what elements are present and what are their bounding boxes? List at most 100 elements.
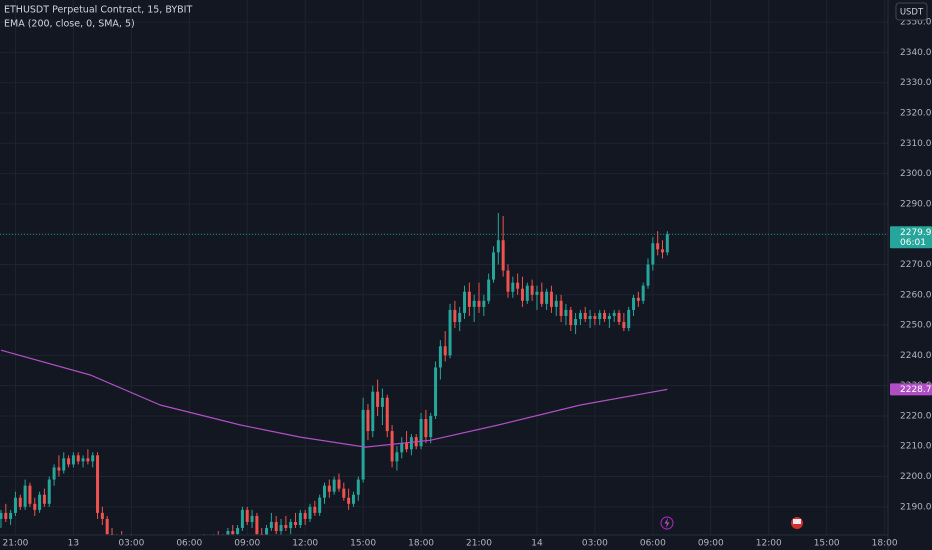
ema-label: 2228.76 (900, 385, 932, 395)
y-tick-label: 2220.00 (900, 411, 932, 421)
candle-body (593, 315, 597, 320)
candle-body (332, 479, 336, 492)
candle-body (245, 509, 249, 522)
candle-body (661, 249, 664, 253)
candle-body (540, 291, 544, 304)
candle-body (516, 282, 520, 289)
candle-body (303, 512, 307, 519)
candle-body (617, 312, 621, 323)
candle-body (269, 521, 273, 529)
currency-label[interactable]: USDT (900, 8, 924, 18)
y-tick-label: 2270.00 (900, 260, 932, 270)
candle-body (100, 512, 104, 519)
candle-body (569, 309, 573, 326)
candle-body (284, 525, 288, 529)
candle-body (294, 521, 298, 526)
candle-body (91, 455, 95, 462)
candle-body (554, 300, 558, 307)
indicator-legend: EMA (200, close, 0, SMA, 5) (4, 19, 135, 30)
candle-body (656, 243, 660, 250)
countdown-label: 06:01 (900, 238, 926, 248)
y-tick-label: 2340.00 (900, 48, 932, 58)
candle-body (448, 309, 452, 356)
candle-body (395, 452, 399, 462)
candle-body (458, 312, 462, 323)
y-tick-label: 2200.00 (900, 472, 932, 482)
x-tick-label: 15:00 (814, 539, 840, 549)
last-price-label: 2279.97 (900, 228, 932, 238)
candle-body (598, 312, 602, 320)
candle-body (491, 252, 495, 280)
candle-body (453, 309, 457, 323)
candle-body (612, 312, 616, 316)
y-tick-label: 2210.00 (900, 442, 932, 452)
candle-body (347, 497, 351, 504)
candle-body (298, 512, 302, 526)
event-icon[interactable] (660, 516, 674, 530)
candle-body (371, 391, 375, 432)
candle-body (57, 467, 61, 471)
candle-body (105, 518, 109, 535)
candle-body (356, 479, 360, 495)
candle-body (28, 485, 32, 504)
candle-body (641, 285, 645, 301)
candle-body (52, 467, 56, 480)
candle-body (477, 300, 481, 307)
candle-body (607, 315, 611, 320)
y-tick-label: 2250.00 (900, 321, 932, 331)
candle-body (351, 494, 355, 504)
candle-body (42, 494, 46, 504)
candle-body (564, 309, 568, 316)
candle-body (487, 279, 491, 301)
y-tick-label: 2290.00 (900, 199, 932, 209)
y-tick-label: 2260.00 (900, 290, 932, 300)
candle-body (467, 291, 471, 307)
candle-body (400, 443, 404, 453)
candle-body (501, 240, 505, 271)
candle-body (47, 479, 51, 504)
candle-body (265, 528, 269, 535)
candle-body (545, 291, 549, 304)
y-tick-label: 2310.00 (900, 139, 932, 149)
candle-body (81, 458, 85, 462)
y-tick-label: 2330.00 (900, 78, 932, 88)
candle-body (549, 291, 553, 307)
candle-body (622, 322, 626, 329)
x-tick-label: 14 (531, 539, 543, 549)
y-tick-label: 2240.00 (900, 351, 932, 361)
x-tick-label: 03:00 (582, 539, 608, 549)
currency-button[interactable] (895, 2, 928, 21)
chart-title: ETHUSDT Perpetual Contract, 15, BYBIT (4, 5, 192, 16)
x-tick-label: 09:00 (234, 539, 260, 549)
candle-body (23, 485, 27, 507)
candle-body (482, 300, 486, 307)
candle-body (231, 531, 235, 535)
x-tick-label: 12:00 (756, 539, 782, 549)
candle-body (337, 479, 341, 489)
x-tick-label: 03:00 (118, 539, 144, 549)
candle-body (240, 509, 244, 529)
candle-body (71, 455, 75, 465)
candle-body (226, 531, 230, 535)
x-tick-label: 18:00 (872, 539, 898, 549)
x-tick-label: 15:00 (350, 539, 376, 549)
candle-body (236, 528, 240, 535)
candle-body (574, 319, 578, 326)
candle-body (409, 437, 413, 450)
x-tick-label: 21:00 (466, 539, 492, 549)
candle-body (342, 488, 346, 498)
candle-body (588, 315, 592, 320)
flag-icon (793, 519, 801, 524)
candle-body (33, 503, 37, 510)
candle-body (327, 485, 331, 492)
lightning-icon (664, 518, 670, 528)
candle-body (472, 300, 476, 307)
candle-body (429, 415, 433, 438)
candle-body (443, 346, 447, 356)
x-tick-label: 21:00 (2, 539, 28, 549)
last-price-tag (890, 226, 932, 249)
candle-body (496, 240, 500, 253)
candle-body (438, 346, 442, 368)
